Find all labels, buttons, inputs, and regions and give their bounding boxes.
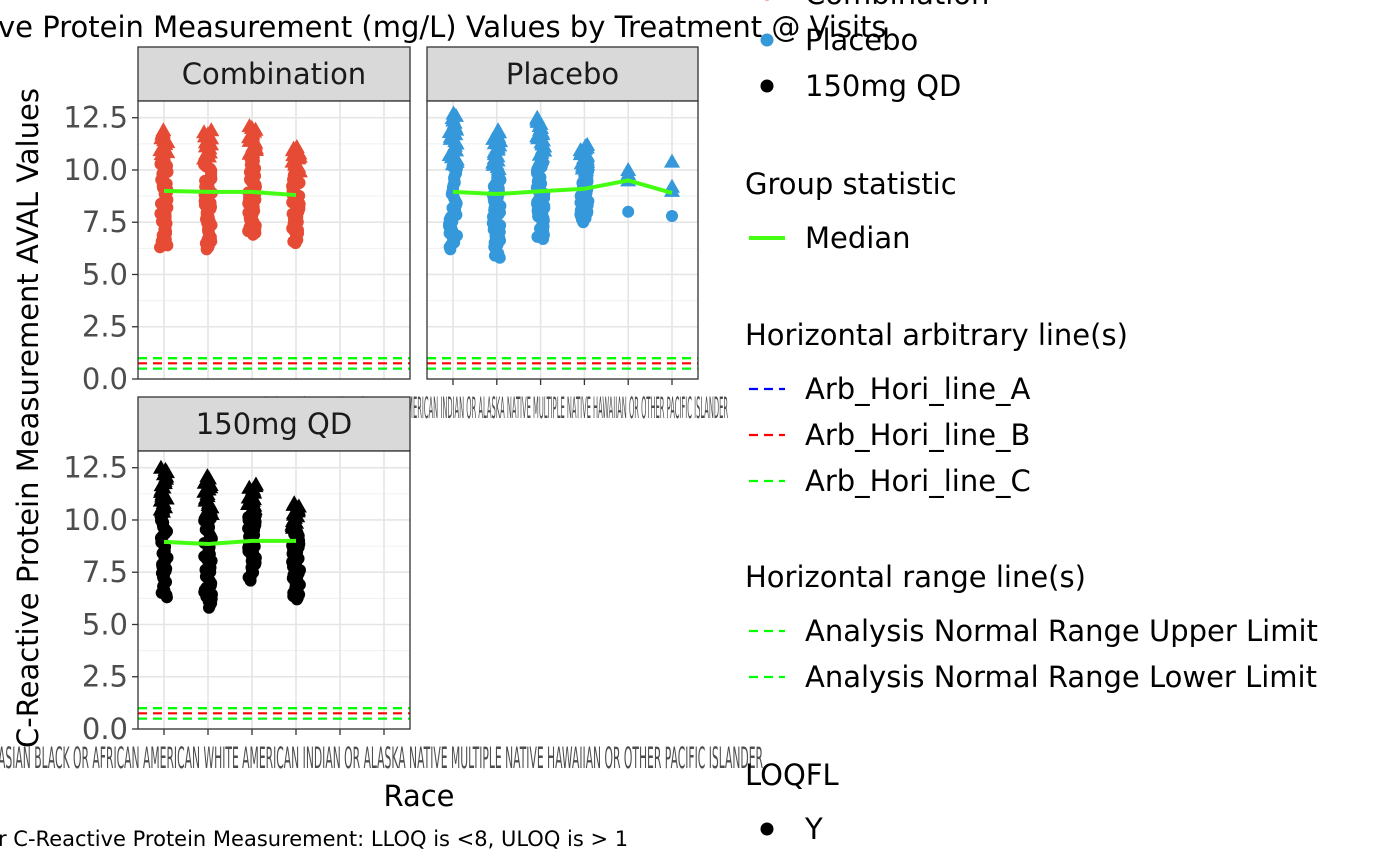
panels: Combination 0.0 2.5 5.0 7.5 10.0 12.5 Placebo 15… — [63, 46, 699, 746]
y-tick-label: 0.0 — [82, 362, 128, 396]
legend-title: Horizontal range line(s) — [745, 560, 1086, 594]
panel-border — [426, 100, 699, 380]
legend-key-point — [764, 0, 770, 1]
data-column — [572, 136, 596, 229]
facet-panel: Placebo — [426, 46, 699, 385]
median-line — [163, 538, 296, 547]
data-column — [240, 476, 264, 587]
legend-item: Analysis Normal Range Upper Limit — [749, 614, 1318, 648]
panel-background — [138, 101, 410, 379]
caption: r C-Reactive Protein Measurement: LLOQ i… — [0, 827, 628, 851]
data-column — [152, 459, 175, 604]
y-tick-label: 12.5 — [63, 101, 128, 135]
data-point-circle — [622, 205, 635, 218]
legend-item: Y — [760, 812, 823, 846]
data-point-triangle — [203, 122, 220, 137]
y-tick-label: 5.0 — [82, 607, 128, 641]
data-point-triangle — [579, 136, 596, 151]
legend-item: Arb_Hori_line_B — [749, 418, 1030, 452]
legend-label: Placebo — [805, 23, 918, 57]
y-tick-label: 2.5 — [82, 660, 128, 694]
x-axis-label: Race — [383, 779, 454, 813]
y-tick-label: 10.0 — [63, 153, 128, 187]
facet-strip — [426, 46, 699, 102]
legend-key-point — [760, 822, 774, 836]
data-point-circle — [666, 209, 678, 222]
facet-panel: 150mg QD 0.0 2.5 5.0 7.5 10.0 12.5 — [63, 396, 411, 746]
panel-background — [138, 451, 410, 729]
legend-item: Arb_Hori_line_C — [749, 464, 1031, 498]
legend-title: LOQFL — [745, 758, 839, 792]
legend-key-point — [760, 79, 774, 93]
chart-title: ve Protein Measurement (mg/L) Values by … — [0, 10, 887, 44]
panel-border — [137, 450, 411, 730]
median-line — [452, 178, 673, 197]
facet-panel: Combination 0.0 2.5 5.0 7.5 10.0 12.5 — [63, 46, 411, 396]
legend-item: Median — [749, 221, 910, 255]
data-point-triangle — [490, 122, 507, 137]
data-point-triangle — [241, 118, 258, 133]
data-point-triangle — [664, 178, 680, 193]
legend-label: Arb_Hori_line_B — [805, 418, 1030, 452]
data-column — [152, 122, 176, 254]
legend-label: Median — [805, 221, 910, 255]
legend-title: Horizontal arbitrary line(s) — [745, 318, 1128, 352]
data-column — [284, 495, 307, 606]
facet-strip-label: Combination — [182, 57, 366, 91]
panel-background — [427, 101, 698, 379]
y-tick-label: 0.0 — [82, 712, 128, 746]
y-axis-label: C-Reactive Protein Measurement AVAL Valu… — [11, 88, 45, 748]
facet-strip-label: 150mg QD — [196, 407, 352, 441]
data-point-triangle — [199, 468, 216, 483]
legend-label: 150mg QD — [805, 69, 961, 103]
data-point-triangle — [152, 459, 169, 474]
data-point-triangle — [286, 495, 303, 510]
data-point-triangle — [247, 476, 264, 491]
data-point-triangle — [620, 166, 637, 181]
legend-item: Analysis Normal Range Lower Limit — [749, 660, 1317, 694]
legend-label: Combination — [805, 0, 989, 11]
data-column — [485, 122, 509, 264]
panel-border — [137, 100, 411, 380]
data-column — [441, 105, 465, 256]
legend-item: Arb_Hori_line_A — [749, 372, 1031, 406]
data-point-triangle — [529, 109, 546, 124]
data-point-triangle — [155, 122, 172, 137]
legend-key-point — [760, 33, 774, 47]
legend-item: Placebo — [760, 23, 918, 57]
legend-label: Arb_Hori_line_C — [805, 464, 1031, 498]
facet-strip-label: Placebo — [506, 57, 619, 91]
y-tick-label: 7.5 — [82, 555, 128, 589]
x-tick-labels-bottom: ASIAN BLACK OR AFRICAN AMERICAN WHITE AM… — [0, 741, 763, 775]
data-point-triangle — [288, 138, 305, 153]
y-tick-label: 5.0 — [82, 257, 128, 291]
facet-strip — [137, 46, 411, 102]
legend-label: Analysis Normal Range Upper Limit — [805, 614, 1318, 648]
data-point-triangle — [445, 105, 462, 120]
y-tick-label: 2.5 — [82, 310, 128, 344]
y-tick-label: 10.0 — [63, 503, 128, 537]
legend-item: Combination — [764, 0, 989, 11]
data-point-triangle — [664, 153, 680, 168]
y-tick-label: 12.5 — [63, 451, 128, 485]
legend: Combination Placebo 150mg QD Group statisti… — [745, 0, 1318, 846]
y-tick-label: 7.5 — [82, 205, 128, 239]
legend-item: 150mg QD — [760, 69, 961, 103]
legend-title: Group statistic — [745, 167, 957, 201]
legend-label: Y — [804, 812, 823, 846]
legend-label: Analysis Normal Range Lower Limit — [805, 660, 1317, 694]
legend-label: Arb_Hori_line_A — [805, 372, 1031, 406]
median-line — [163, 188, 297, 198]
